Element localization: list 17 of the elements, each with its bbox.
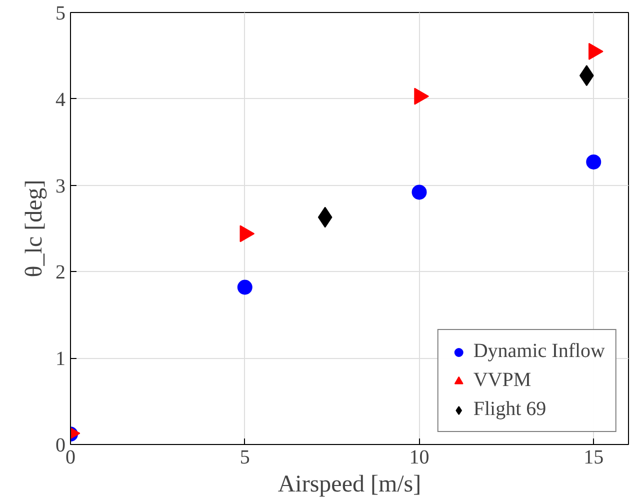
point: [414, 88, 429, 105]
x-axis-title: Airspeed [m/s]: [278, 472, 422, 498]
x-tick-label: 5: [240, 446, 250, 468]
x-tick-label: 10: [409, 446, 430, 468]
legend-label: Dynamic Inflow: [473, 340, 605, 363]
legend-label: VVPM: [473, 369, 532, 392]
point: [240, 225, 255, 242]
y-tick-label: 4: [56, 88, 66, 111]
point: [412, 184, 427, 200]
x-tick-label: 15: [584, 446, 604, 468]
y-tick-label: 3: [56, 175, 66, 198]
legend-label: Flight 69: [473, 398, 546, 421]
y-tick-label: 1: [56, 348, 66, 370]
y-tick-label: 5: [56, 2, 66, 24]
point: [586, 154, 602, 170]
y-axis-title: θ_lc [deg]: [22, 180, 48, 278]
y-tick-label: 2: [56, 262, 66, 284]
